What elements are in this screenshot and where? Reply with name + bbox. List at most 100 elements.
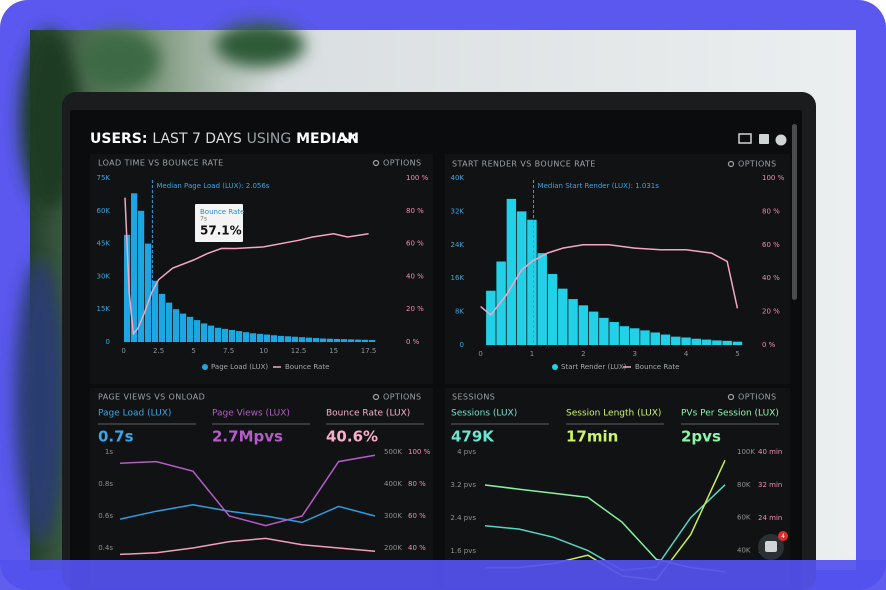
metric-value: 40.6% <box>326 428 378 446</box>
y3-tick-label: 80 % <box>408 480 426 488</box>
panel <box>90 388 433 588</box>
y-tick-label: 4 pvs <box>457 448 476 456</box>
y3-tick-label: 60 % <box>408 512 426 520</box>
help-icon[interactable] <box>775 134 787 146</box>
y3-tick-label: 40 min <box>758 448 782 456</box>
options-button[interactable]: OPTIONS <box>383 393 422 402</box>
bottom-band <box>0 560 886 590</box>
monitor-icon[interactable] <box>738 133 752 144</box>
bar <box>369 340 376 342</box>
x-tick-label: 5 <box>191 347 195 355</box>
options-button[interactable]: OPTIONS <box>738 160 777 169</box>
bar <box>671 336 681 345</box>
y-tick-label: 24K <box>451 241 465 249</box>
y2-tick-label: 80 % <box>406 207 424 215</box>
title-range: LAST 7 DAYS <box>152 131 242 147</box>
bar <box>681 337 691 345</box>
bar <box>619 326 630 345</box>
y2-tick-label: 60K <box>737 514 751 522</box>
bar <box>264 334 271 342</box>
y2-tick-label: 80 % <box>762 207 780 215</box>
bar <box>691 338 702 345</box>
legend-label: Page Load (LUX) <box>211 363 268 371</box>
tooltip <box>195 204 243 242</box>
bar <box>341 339 348 342</box>
chat-icon <box>765 541 777 552</box>
metric-value: 0.7s <box>98 428 134 446</box>
bar <box>166 302 173 342</box>
x-tick-label: 4 <box>684 350 689 358</box>
bar <box>547 274 558 345</box>
chart-icon[interactable] <box>759 134 769 144</box>
bar <box>292 336 299 342</box>
bar <box>722 340 732 345</box>
panel-title: SESSIONS <box>452 393 495 402</box>
options-button[interactable]: OPTIONS <box>738 393 777 402</box>
chevron-icon[interactable] <box>340 133 356 143</box>
metric-label: Page Views (LUX) <box>212 409 290 419</box>
options-button[interactable]: OPTIONS <box>383 159 422 168</box>
y2-tick-label: 200K <box>384 544 402 552</box>
bar <box>306 337 313 342</box>
x-tick-label: 17.5 <box>361 347 377 355</box>
y-tick-label: 0.8s <box>98 480 113 488</box>
y2-tick-label: 60 % <box>762 241 780 249</box>
x-tick-label: 5 <box>735 350 739 358</box>
y-tick-label: 2.4 pvs <box>450 514 476 522</box>
y-tick-label: 75K <box>97 174 111 182</box>
metric-value: 17min <box>566 428 618 446</box>
badge <box>778 531 788 541</box>
y2-tick-label: 60 % <box>406 240 424 248</box>
y2-tick-label: 100 % <box>762 174 785 182</box>
bar <box>278 335 285 342</box>
bar <box>243 332 250 342</box>
legend-label: Start Render (LUX) <box>561 363 627 371</box>
title-joiner: USING <box>247 131 292 147</box>
y-tick-label: 8K <box>455 308 464 316</box>
bar <box>348 339 355 342</box>
panel-title: LOAD TIME VS BOUNCE RATE <box>98 159 224 168</box>
bar <box>516 211 527 345</box>
bar <box>486 290 496 345</box>
x-tick-label: 15 <box>329 347 338 355</box>
y-tick-label: 32K <box>451 207 465 215</box>
bar <box>578 305 589 345</box>
bar <box>660 334 671 345</box>
title-prefix: USERS: <box>90 131 147 147</box>
bar <box>222 328 229 342</box>
panel-title: PAGE VIEWS VS ONLOAD <box>98 393 205 402</box>
series-line <box>119 504 376 524</box>
legend-dot <box>202 364 208 370</box>
tooltip-title: Bounce Rate <box>200 208 244 216</box>
bar <box>640 330 650 345</box>
y-tick-label: 0.4s <box>98 544 113 552</box>
y3-tick-label: 32 min <box>758 481 782 489</box>
bar <box>159 293 166 342</box>
y2-tick-label: 80K <box>737 481 751 489</box>
tooltip-x: 7s <box>200 216 207 223</box>
y2-tick-label: 100 % <box>406 174 429 182</box>
bar <box>506 198 517 345</box>
bar <box>334 338 341 342</box>
y2-tick-label: 0 % <box>762 341 776 349</box>
options-icon <box>372 159 380 167</box>
scrollbar[interactable] <box>792 124 797 300</box>
median-label: Median Start Render (LUX): 1.031s <box>538 182 660 190</box>
metric-value: 2.7Mpvs <box>212 428 283 446</box>
y-tick-label: 0 <box>460 341 464 349</box>
options-icon <box>727 160 735 168</box>
median-label: Median Page Load (LUX): 2.056s <box>156 182 269 190</box>
bar <box>201 323 208 342</box>
bar <box>138 210 145 342</box>
x-tick-label: 0 <box>478 350 482 358</box>
bar <box>327 338 334 342</box>
y-tick-label: 60K <box>97 207 111 215</box>
x-tick-label: 7.5 <box>223 347 234 355</box>
bar <box>236 331 243 342</box>
bar <box>250 333 257 342</box>
y2-tick-label: 100K <box>737 448 755 456</box>
y2-tick-label: 40K <box>737 546 751 554</box>
legend-label: Bounce Rate <box>635 363 679 371</box>
y3-tick-label: 24 min <box>758 514 782 522</box>
